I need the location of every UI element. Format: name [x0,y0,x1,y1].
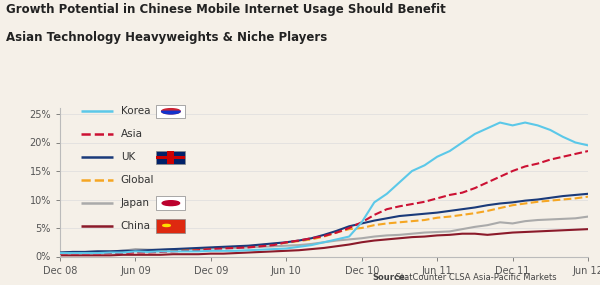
Text: UK: UK [121,152,135,162]
FancyBboxPatch shape [157,219,185,233]
Text: StatCounter CLSA Asia-Pacific Markets: StatCounter CLSA Asia-Pacific Markets [393,273,557,282]
Text: Growth Potential in Chinese Mobile Internet Usage Should Benefit: Growth Potential in Chinese Mobile Inter… [6,3,446,16]
FancyBboxPatch shape [157,196,185,210]
Circle shape [161,109,180,114]
Text: Korea: Korea [121,106,150,116]
FancyBboxPatch shape [157,105,185,118]
Text: Japan: Japan [121,198,150,208]
FancyBboxPatch shape [167,150,175,164]
Circle shape [163,224,170,227]
Circle shape [162,201,179,205]
Text: Asia: Asia [121,129,143,139]
Text: Global: Global [121,175,154,185]
FancyBboxPatch shape [157,150,185,164]
Text: Source:: Source: [372,273,408,282]
Text: China: China [121,221,151,231]
Wedge shape [161,111,180,114]
FancyBboxPatch shape [157,156,185,159]
Text: Asian Technology Heavyweights & Niche Players: Asian Technology Heavyweights & Niche Pl… [6,31,327,44]
